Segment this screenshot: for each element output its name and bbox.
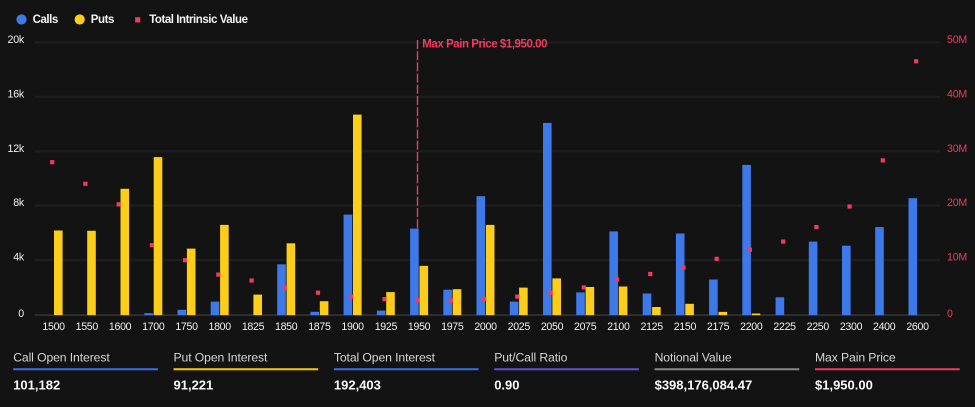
svg-text:2200: 2200 [740, 321, 763, 333]
svg-text:Puts: Puts [91, 14, 114, 26]
svg-text:1825: 1825 [242, 321, 265, 333]
svg-text:50M: 50M [947, 34, 967, 46]
svg-text:1900: 1900 [341, 321, 364, 333]
svg-text:Max Pain Price $1,950.00: Max Pain Price $1,950.00 [422, 39, 547, 51]
svg-text:0: 0 [18, 308, 24, 320]
svg-text:Max Pain Price: Max Pain Price [815, 351, 896, 365]
svg-text:2300: 2300 [840, 321, 863, 333]
svg-text:30M: 30M [947, 143, 967, 155]
svg-text:8k: 8k [13, 197, 25, 209]
svg-text:1550: 1550 [76, 321, 99, 333]
svg-text:Calls: Calls [33, 14, 58, 26]
svg-text:2125: 2125 [641, 321, 664, 333]
svg-text:0.90: 0.90 [494, 378, 519, 393]
svg-text:20M: 20M [947, 197, 967, 209]
svg-text:91,221: 91,221 [174, 378, 214, 393]
svg-text:4k: 4k [13, 252, 25, 264]
svg-text:192,403: 192,403 [334, 378, 381, 393]
svg-text:1700: 1700 [142, 321, 165, 333]
svg-text:1500: 1500 [42, 321, 65, 333]
svg-text:$1,950.00: $1,950.00 [815, 378, 873, 393]
svg-text:Total Open Interest: Total Open Interest [334, 351, 436, 365]
svg-text:20k: 20k [8, 34, 25, 46]
svg-text:2150: 2150 [674, 321, 697, 333]
svg-text:2050: 2050 [541, 321, 564, 333]
svg-text:1800: 1800 [209, 321, 232, 333]
svg-text:16k: 16k [8, 88, 25, 100]
svg-text:Call Open Interest: Call Open Interest [13, 351, 110, 365]
svg-text:12k: 12k [8, 143, 25, 155]
svg-text:2400: 2400 [873, 321, 896, 333]
svg-text:1600: 1600 [109, 321, 132, 333]
svg-text:2025: 2025 [508, 321, 531, 333]
svg-text:2600: 2600 [906, 321, 929, 333]
svg-text:2000: 2000 [474, 321, 497, 333]
svg-text:Total Intrinsic Value: Total Intrinsic Value [149, 14, 247, 26]
svg-text:1750: 1750 [175, 321, 198, 333]
svg-text:Put Open Interest: Put Open Interest [174, 351, 269, 365]
svg-text:Put/Call Ratio: Put/Call Ratio [494, 351, 567, 365]
svg-text:$398,176,084.47: $398,176,084.47 [655, 378, 753, 393]
svg-text:2075: 2075 [574, 321, 597, 333]
svg-text:Notional Value: Notional Value [655, 351, 732, 365]
svg-text:10M: 10M [947, 252, 967, 264]
svg-text:2225: 2225 [773, 321, 796, 333]
svg-text:0: 0 [947, 308, 953, 320]
svg-text:101,182: 101,182 [13, 378, 60, 393]
svg-text:40M: 40M [947, 88, 967, 100]
svg-text:1950: 1950 [408, 321, 431, 333]
svg-text:2250: 2250 [807, 321, 830, 333]
svg-text:1875: 1875 [308, 321, 331, 333]
svg-text:2100: 2100 [607, 321, 630, 333]
svg-text:1850: 1850 [275, 321, 298, 333]
svg-text:1975: 1975 [441, 321, 464, 333]
svg-text:1925: 1925 [375, 321, 398, 333]
svg-text:2175: 2175 [707, 321, 730, 333]
